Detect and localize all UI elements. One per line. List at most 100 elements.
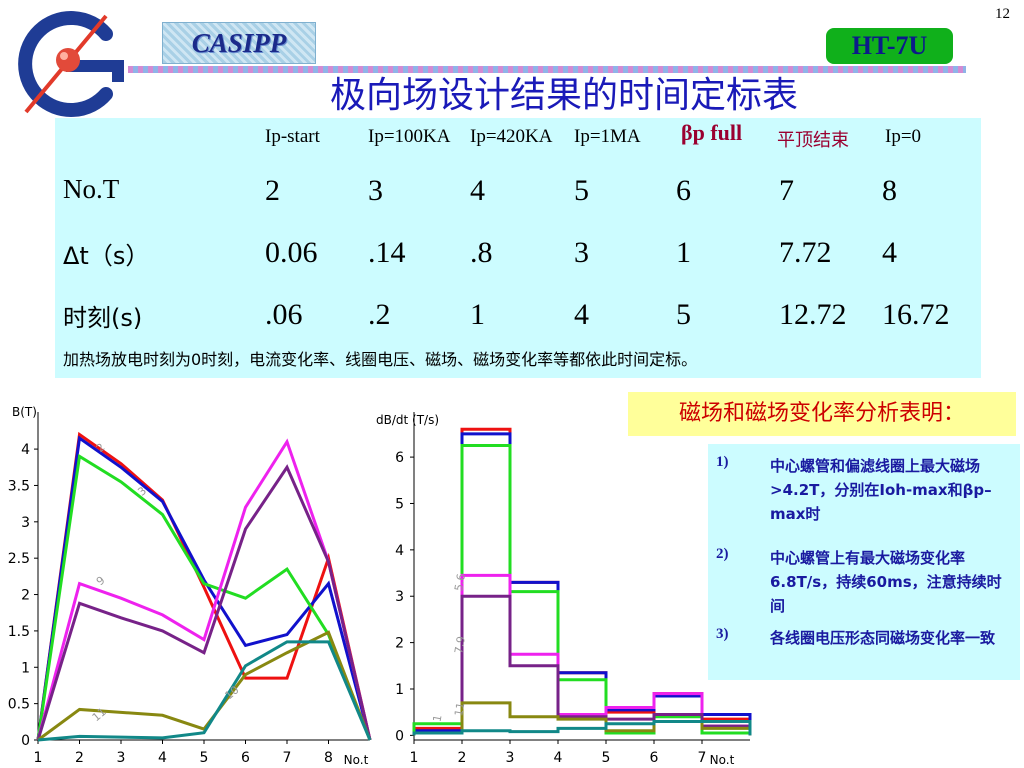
col-header-beta-full: βp full xyxy=(681,120,743,145)
col-header-ip-100ka: Ip=100KA xyxy=(368,126,451,147)
row-label-delta-t: Δt（s） xyxy=(63,242,150,270)
y-tick-label: 4 xyxy=(395,543,404,559)
analysis-num: 1) xyxy=(716,454,729,470)
analysis-num: 2) xyxy=(716,546,729,562)
x-tick-label: 4 xyxy=(158,750,167,766)
series-line xyxy=(37,640,372,742)
y-tick-label: 1 xyxy=(21,660,30,676)
curve-label: 9 xyxy=(94,574,108,588)
table-cell: 3 xyxy=(574,236,589,269)
y-tick-label: 2.5 xyxy=(8,551,30,567)
table-cell: 4 xyxy=(574,298,589,331)
x-tick-label: 6 xyxy=(650,750,659,766)
analysis-text: 中心螺管和偏滤线圈上最大磁场>4.2T，分别在Ioh-max和βp–max时 xyxy=(770,457,992,523)
y-tick-label: 0 xyxy=(21,733,30,749)
curve-label: 5.6 xyxy=(452,573,468,592)
analysis-num: 3) xyxy=(716,626,729,642)
table-cell: 3 xyxy=(368,174,383,207)
x-axis-label: No.t xyxy=(344,753,369,767)
casipp-banner: CASIPP xyxy=(162,22,316,64)
table-cell: 4 xyxy=(470,174,485,207)
table-cell: .8 xyxy=(470,236,493,269)
x-tick-label: 5 xyxy=(602,750,611,766)
table-cell: 5 xyxy=(574,174,589,207)
table-cell: 7.72 xyxy=(779,236,832,269)
row-label-time: 时刻(s) xyxy=(63,304,143,332)
y-axis-label: B(T) xyxy=(12,405,37,419)
curve-label: 11 xyxy=(90,705,109,724)
header-divider xyxy=(128,66,966,73)
x-tick-label: 7 xyxy=(283,750,292,766)
col-header-ip-420ka: Ip=420KA xyxy=(470,126,553,147)
curve-label: 7.9 xyxy=(452,635,468,654)
table-cell: 2 xyxy=(265,174,280,207)
analysis-text: 中心螺管上有最大磁场变化率6.8T/s，持续60ms，注意持续时间 xyxy=(770,549,1002,615)
table-cell: 4 xyxy=(882,236,897,269)
x-tick-label: 8 xyxy=(324,750,333,766)
y-tick-label: 0 xyxy=(395,728,404,744)
table-cell: 0.06 xyxy=(265,236,318,269)
curve-label: 11 xyxy=(452,701,467,717)
col-header-ip-0: Ip=0 xyxy=(885,126,922,147)
analysis-title: 磁场和磁场变化率分析表明： xyxy=(628,392,1016,436)
y-tick-label: 1 xyxy=(395,682,404,698)
table-cell: 6 xyxy=(676,174,691,207)
page-number: 12 xyxy=(995,6,1010,22)
table-cell: .06 xyxy=(265,298,303,331)
table-cell: .2 xyxy=(368,298,391,331)
table-cell: 7 xyxy=(779,174,794,207)
col-header-ip-start: Ip-start xyxy=(265,126,320,147)
table-note: 加热场放电时刻为0时刻，电流变化率、线圈电压、磁场、磁场变化率等都依此时间定标。 xyxy=(63,350,698,369)
series-line xyxy=(36,438,372,741)
table-cell: 5 xyxy=(676,298,691,331)
x-tick-label: 1 xyxy=(410,750,419,766)
y-tick-label: 1.5 xyxy=(8,624,30,640)
x-tick-label: 5 xyxy=(200,750,209,766)
y-tick-label: 0.5 xyxy=(8,697,30,713)
curve-label: 1 xyxy=(431,714,445,723)
casipp-logo-icon xyxy=(18,11,124,117)
ht7u-badge: HT-7U xyxy=(826,28,953,64)
table-cell: .14 xyxy=(368,236,406,269)
x-tick-label: 2 xyxy=(458,750,467,766)
table-cell: 1 xyxy=(470,298,485,331)
analysis-text: 各线圈电压形态同磁场变化率一致 xyxy=(770,629,996,647)
x-tick-label: 3 xyxy=(117,750,126,766)
series-line xyxy=(36,431,372,741)
row-label-not: No.T xyxy=(63,174,120,204)
series-line xyxy=(36,464,372,741)
y-tick-label: 3.5 xyxy=(8,478,30,494)
y-tick-label: 2 xyxy=(21,588,30,604)
series-step xyxy=(412,701,752,736)
x-tick-label: 4 xyxy=(554,750,563,766)
series-line xyxy=(37,630,372,742)
table-cell: 1 xyxy=(676,236,691,269)
table-cell: 12.72 xyxy=(779,298,847,331)
x-axis-label: No.t xyxy=(710,753,735,767)
table-cell: 8 xyxy=(882,174,897,207)
y-tick-label: 5 xyxy=(395,496,404,512)
analysis-box: 1) 中心螺管和偏滤线圈上最大磁场>4.2T，分别在Ioh-max和βp–max… xyxy=(708,444,1020,680)
y-tick-label: 6 xyxy=(395,450,404,466)
timing-table: Ip-start Ip=100KA Ip=420KA Ip=1MA βp ful… xyxy=(55,118,981,378)
col-header-ip-1ma: Ip=1MA xyxy=(574,126,641,147)
col-header-flattop-end: 平顶结束 xyxy=(777,130,849,151)
y-axis-label: dB/dt (T/s) xyxy=(376,413,439,427)
x-tick-label: 1 xyxy=(34,750,43,766)
series-line xyxy=(36,435,372,741)
y-tick-label: 4 xyxy=(21,442,30,458)
x-tick-label: 2 xyxy=(75,750,84,766)
ht7u-label: HT-7U xyxy=(851,31,928,60)
y-tick-label: 3 xyxy=(21,515,30,531)
x-tick-label: 6 xyxy=(241,750,250,766)
page-title: 极向场设计结果的时间定标表 xyxy=(329,75,798,116)
y-tick-label: 3 xyxy=(395,589,404,605)
series-line xyxy=(36,453,372,741)
x-tick-label: 7 xyxy=(698,750,707,766)
y-tick-label: 2 xyxy=(395,636,404,652)
series-step xyxy=(412,719,752,736)
table-cell: 16.72 xyxy=(882,298,950,331)
x-tick-label: 3 xyxy=(506,750,515,766)
